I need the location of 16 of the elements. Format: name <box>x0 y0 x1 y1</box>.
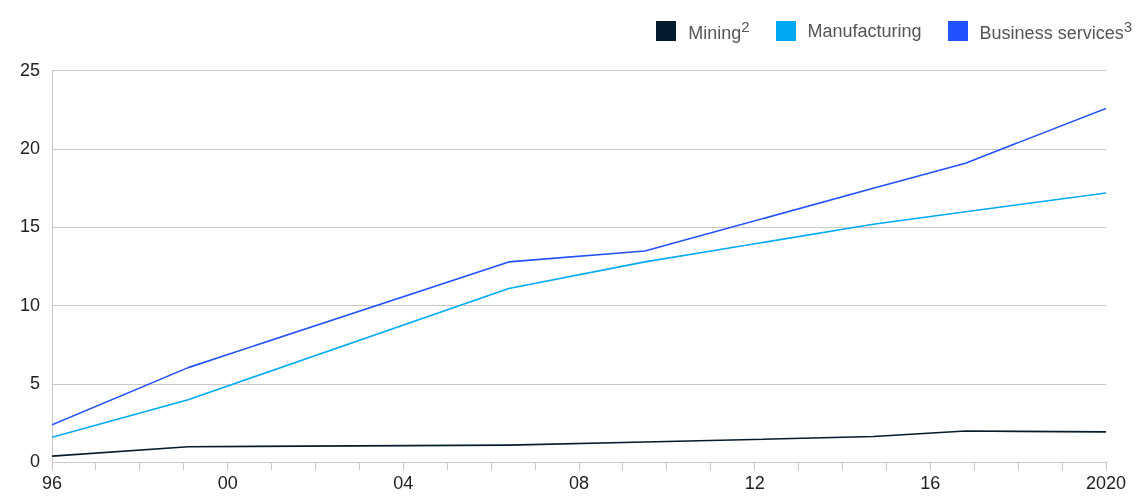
legend-label: Business services$^{3}$ <box>979 18 1132 44</box>
y-tick-label: 15 <box>19 216 41 237</box>
x-tick-label: 2020 <box>1085 473 1127 494</box>
y-tick-label: 10 <box>19 294 41 315</box>
y-tick-label: 5 <box>30 373 41 394</box>
y-tick-label: 20 <box>19 138 41 159</box>
x-tick-label: 96 <box>42 473 63 494</box>
legend-label: Mining$^{2}$ <box>688 18 750 44</box>
legend-label: Manufacturing <box>807 20 922 42</box>
x-tick-label: 08 <box>569 473 590 494</box>
x-tick-label: 04 <box>393 473 414 494</box>
y-tick-label: 0 <box>30 451 41 472</box>
x-tick-label: 12 <box>744 473 765 494</box>
x-tick-label: 00 <box>217 473 238 494</box>
y-tick-label: 25 <box>19 59 41 80</box>
x-tick-label: 16 <box>920 473 941 494</box>
